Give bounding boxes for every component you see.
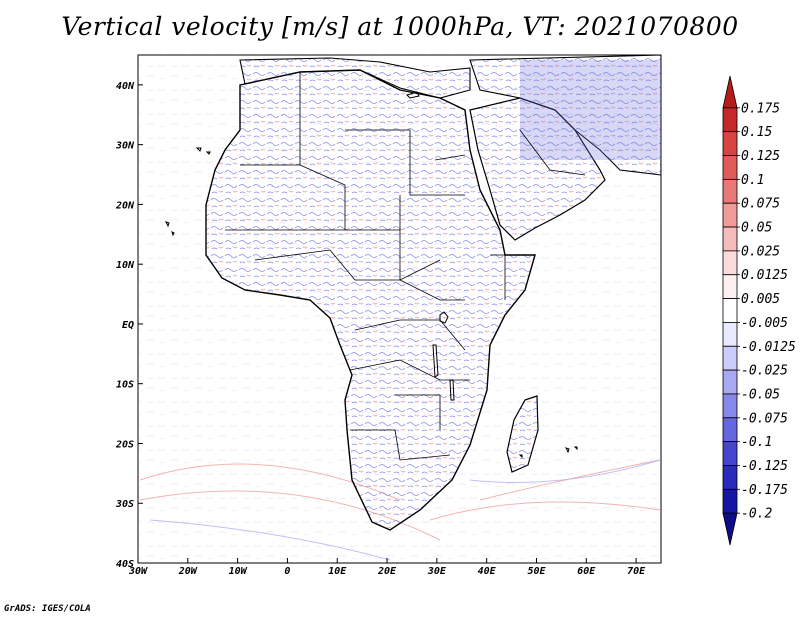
europe-landmass [239,57,471,99]
colorbar-segment [722,417,738,443]
x-tick-label: 70E [627,566,646,577]
colorbar-segment [722,75,738,109]
x-tick-label: 20W [178,566,198,577]
x-tick-label: 60E [577,566,596,577]
y-tick-label: 10S [116,380,134,391]
colorbar-label: 0.175 [741,101,780,116]
colorbar-segment [722,345,738,371]
islands [165,91,578,459]
chart-title: Vertical velocity [m/s] at 1000hPa, VT: … [61,12,739,41]
y-tick-label: 20N [115,200,135,211]
colorbar-label: 0.005 [741,292,780,307]
field-layer [138,55,661,563]
colorbar-segment [722,488,738,514]
colorbar-segment [722,441,738,466]
colorbar-segment [722,298,738,323]
y-tick-label: EQ [122,320,134,331]
colorbar-segment [722,226,738,252]
x-tick-label: 30W [128,566,148,577]
y-tick-label: 40N [116,81,135,92]
colorbar-segment [722,131,738,156]
colorbar-label: -0.1 [741,435,772,450]
x-tick-label: 10E [328,566,347,577]
colorbar-segment [722,202,738,228]
africa-landmass [205,69,536,531]
colorbar-segment [722,512,738,546]
y-tick-label: 40S [116,559,134,570]
colorbar-label: -0.075 [741,411,788,426]
y-tick-label: 30N [115,141,135,152]
colorbar-label: -0.175 [741,483,788,498]
x-tick-label: 0 [284,566,290,577]
axis-ticks: 30W 20W 10W 0 10E 20E 30E 40E 50E 60E 70E 40N 30N 20N… [115,81,646,577]
x-tick-label: 10W [229,566,248,577]
colorbar-label: -0.005 [741,316,788,331]
x-tick-label: 50E [527,566,546,577]
footer-credit: GrADS: IGES/COLA [4,604,91,614]
colorbar-label: -0.2 [741,507,772,522]
colorbar-label: 0.125 [741,149,780,164]
country-borders [225,72,586,461]
colorbar-segment [722,393,738,419]
x-tick-label: 30E [427,566,447,577]
colorbar-segment [722,107,738,133]
colorbar-label: -0.125 [741,459,788,474]
colorbar-label: -0.05 [741,387,780,402]
colorbar-segment [722,465,738,490]
colorbar-label: 0.025 [741,244,780,259]
colorbar-label: 0.05 [741,221,772,236]
colorbar-segment [722,274,738,299]
colorbar-label: 0.1 [741,173,764,188]
madagascar [506,395,539,473]
x-tick-label: 40E [478,566,497,577]
colorbar-label: 0.075 [741,197,780,212]
y-tick-label: 10N [116,260,135,271]
colorbar-segment [722,155,738,180]
asia-landmass [469,55,661,176]
y-tick-label: 30S [115,499,134,510]
y-tick-label: 20S [115,439,134,450]
colorbar-label: -0.0125 [741,340,796,355]
colorbar-label: 0.0125 [741,268,788,283]
colorbar-segment [722,178,738,204]
x-tick-label: 20E [377,566,397,577]
colorbar-segment [722,322,738,347]
colorbar-label: -0.025 [741,364,788,379]
colorbar-segment [722,369,738,395]
colorbar-legend: 0.175 0.15 0.125 0.1 0.075 0.05 0.025 0.0125 0.0… [722,75,796,546]
colorbar-segment [722,250,738,276]
colorbar-label: 0.15 [741,125,772,140]
